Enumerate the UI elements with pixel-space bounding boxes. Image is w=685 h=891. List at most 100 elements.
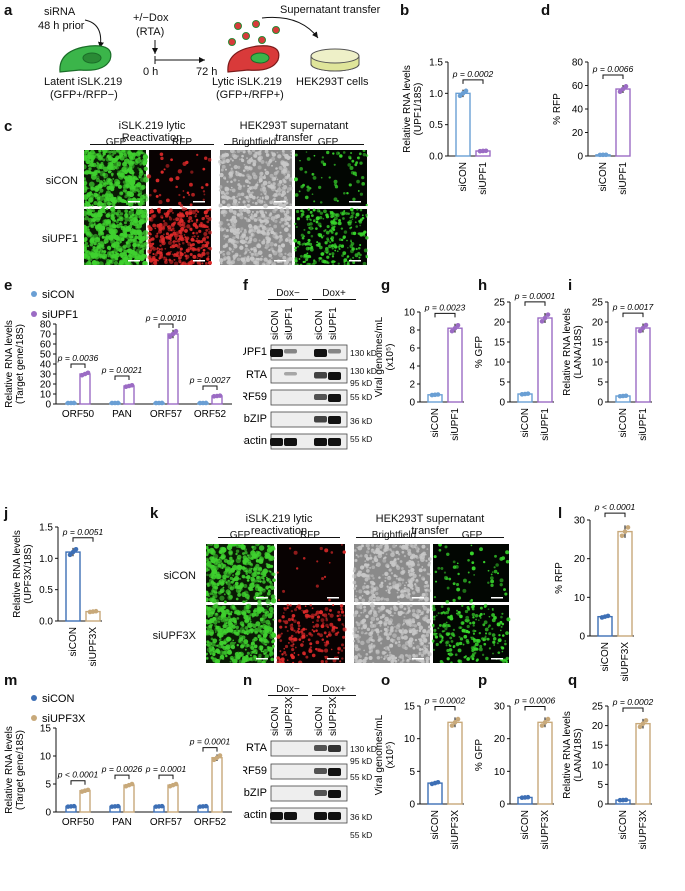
chart-d: 0 20 40 60 80 % RFP siCON siUPF1 p = 0.0066 <box>552 58 633 195</box>
blot-marker-label: 130 kD <box>350 366 377 376</box>
y-axis-label-unit: (LANA/18S) <box>573 728 584 781</box>
blot-lane-label: siCON <box>270 311 281 340</box>
blot-marker-label: 95 kD <box>350 756 373 766</box>
micrograph-k-right-title: HEK293T supernatant transfer <box>356 513 504 538</box>
y-axis-label-unit: (UPF3X/18S) <box>23 544 34 603</box>
legend-swatch <box>31 291 37 297</box>
panel-label-d: d <box>541 2 551 19</box>
x-tick-label: siUPF1 <box>540 408 551 441</box>
blot-strip <box>270 763 348 780</box>
data-point <box>115 803 121 809</box>
legend-label: siCON <box>42 289 74 301</box>
data-point <box>617 89 623 95</box>
data-point <box>129 382 135 388</box>
data-point <box>73 547 79 552</box>
micrograph-c-row-2: siUPF1 <box>41 233 78 245</box>
y-tick-label: 50 <box>40 350 52 361</box>
x-tick-label: ORF57 <box>150 817 183 828</box>
bar <box>635 327 651 403</box>
y-tick-label: 80 <box>572 58 584 69</box>
chart-i: 0 5 10 15 20 25 Relative RNA levels (LANA/18S) s… <box>562 298 653 441</box>
chart-b: 0.0 0.5 1.0 1.5 Relative RNA levels (UPF1/18S… <box>402 58 493 195</box>
y-axis-label: Viral genomes/mL <box>374 714 385 795</box>
blot-band <box>328 349 341 354</box>
chart-q: 0 5 10 15 20 25 Relative RNA levels (LANA/18S) s… <box>562 697 653 849</box>
schematic-supernatant: Supernatant transfer <box>280 4 381 16</box>
sig-bracket <box>70 363 86 368</box>
x-tick-label: siUPF3X <box>450 810 461 850</box>
data-point <box>71 400 77 406</box>
data-point <box>619 533 625 539</box>
micrograph-tile-2-0 <box>351 542 432 604</box>
y-tick-label: 0 <box>597 800 603 811</box>
chart-h: 0 5 10 15 20 25 % GFP siCON siUPF1 p = 0.0001 <box>474 291 555 441</box>
micrograph-tile-0-1 <box>204 603 277 666</box>
data-point <box>173 781 179 787</box>
micrograph-tile-3-1 <box>293 207 369 267</box>
y-tick-label: 30 <box>494 702 506 713</box>
blot-band <box>284 812 297 820</box>
y-axis-label: % RFP <box>554 562 565 594</box>
blot-band <box>314 394 327 400</box>
x-tick-label: siCON <box>520 810 531 839</box>
y-tick-label: 40 <box>572 105 584 116</box>
x-tick-label: siCON <box>430 810 441 839</box>
sig-bracket <box>202 747 218 752</box>
bar <box>597 615 613 637</box>
y-axis-label-unit: (Target gene/18S) <box>15 324 26 404</box>
data-point <box>159 400 165 406</box>
data-point <box>605 613 611 619</box>
y-tick-label: 1.5 <box>39 523 53 534</box>
micrograph-k-grid <box>204 542 511 668</box>
bar <box>537 317 553 403</box>
blot-band <box>270 812 283 820</box>
blot-band <box>328 812 341 820</box>
y-tick-label: 8 <box>409 326 415 337</box>
panel-label-a: a <box>4 2 13 19</box>
bar <box>635 722 651 805</box>
blot-band <box>314 790 327 796</box>
y-tick-label: 10 <box>404 734 416 745</box>
x-tick-label: siCON <box>430 408 441 437</box>
chart-m: 0 5 10 15 Relative RNA levels (Target gene/18… <box>4 693 232 828</box>
y-tick-label: 70 <box>40 330 52 341</box>
y-tick-label: 10 <box>40 390 52 401</box>
panel-label-i: i <box>568 277 573 294</box>
x-tick-label: siUPF3X <box>540 810 551 850</box>
blot-strip <box>270 367 348 384</box>
y-tick-label: 0 <box>577 152 583 163</box>
bar <box>455 92 471 157</box>
data-point <box>435 779 441 785</box>
panel-label-p: p <box>478 672 488 689</box>
y-tick-label: 0 <box>409 398 415 409</box>
sig-bracket <box>604 512 626 518</box>
data-point <box>623 84 629 89</box>
data-point <box>623 797 629 803</box>
legend-swatch <box>31 311 37 317</box>
legend-swatch <box>31 695 37 701</box>
y-tick-label: 0 <box>45 808 51 819</box>
sig-bracket <box>70 780 86 785</box>
data-point <box>643 322 649 328</box>
y-tick-label: 5 <box>597 780 603 791</box>
y-tick-label: 20 <box>574 554 586 565</box>
bar <box>79 790 91 813</box>
bar <box>427 782 443 805</box>
panel-label-j: j <box>4 505 9 522</box>
data-point <box>170 331 176 337</box>
legend-label: siUPF3X <box>42 713 86 725</box>
data-point <box>435 392 441 397</box>
blot-strip <box>270 785 348 802</box>
y-tick-label: 10 <box>494 767 506 778</box>
micrograph-c-col-4: GFP <box>317 137 339 148</box>
data-point <box>67 552 73 558</box>
p-value: p = 0.0023 <box>424 302 466 312</box>
bar <box>447 721 463 805</box>
data-point <box>452 720 458 725</box>
p-value: p = 0.0001 <box>145 764 187 774</box>
micrograph-c-col-3: Brightfield <box>231 137 277 148</box>
y-tick-label: 15 <box>592 338 604 349</box>
y-tick-label: 5 <box>597 378 603 389</box>
y-tick-label: 0.5 <box>429 120 443 131</box>
y-axis-label: Relative RNA levels <box>562 711 573 799</box>
